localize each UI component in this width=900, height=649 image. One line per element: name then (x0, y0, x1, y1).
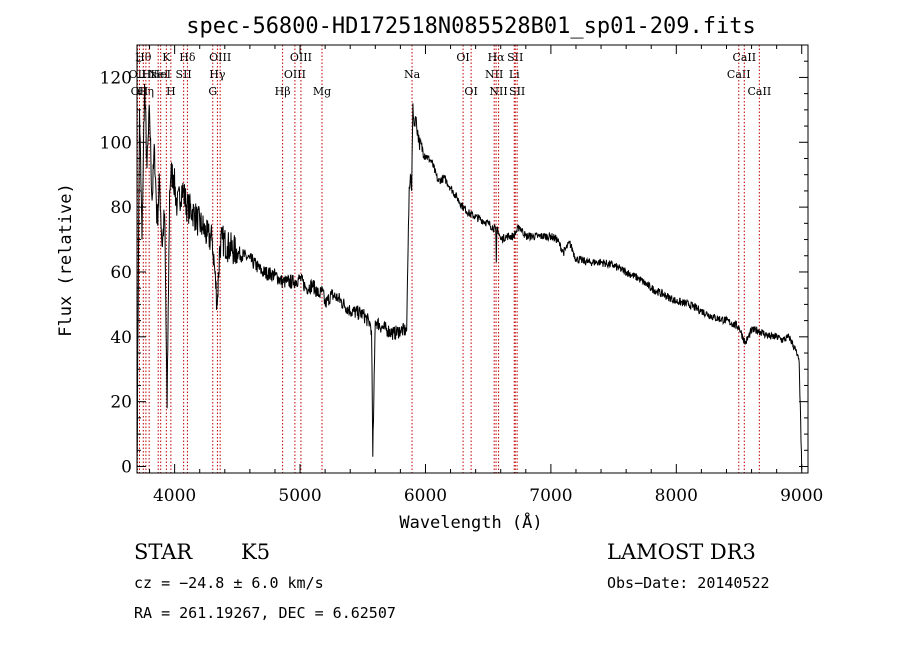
object-subclass: K5 (241, 540, 271, 564)
line-marker-label-28: CaII (732, 51, 756, 64)
x-tick-label-7000: 7000 (529, 486, 572, 506)
line-marker-label-25: SII (507, 51, 523, 64)
survey-name: LAMOST DR3 (607, 540, 756, 564)
y-tick-label-120: 120 (100, 68, 132, 88)
line-marker-label-23: NII (489, 85, 507, 98)
line-marker-label-3: Hη (138, 85, 154, 98)
x-tick-label-4000: 4000 (153, 486, 196, 506)
x-tick-label-5000: 5000 (278, 486, 321, 506)
line-marker-label-12: Hγ (209, 68, 226, 81)
line-marker-label-8: H (166, 85, 176, 98)
x-axis-label: Wavelength (Å) (399, 511, 542, 533)
y-tick-label-60: 60 (110, 263, 132, 283)
line-marker-label-15: OIII (284, 68, 306, 81)
series-group (136, 83, 803, 470)
line-marker-label-24: Li (509, 68, 520, 81)
line-marker-label-6: HeI (150, 68, 170, 81)
line-marker-label-29: CaII (748, 85, 772, 98)
line-markers: OIIOIIHθHηHεNeIHeIKHSIIHδGHγOIIIHβOIIIOI… (129, 45, 772, 473)
y-tick-label-100: 100 (100, 133, 132, 153)
chart-title: spec-56800-HD172518N085528B01_sp01-209.f… (186, 14, 756, 39)
observation-date: Obs−Date: 20140522 (607, 574, 770, 592)
line-marker-label-18: Na (404, 68, 421, 81)
y-tick-label-0: 0 (121, 458, 132, 478)
line-marker-label-20: OI (464, 85, 477, 98)
x-tick-label-6000: 6000 (404, 486, 447, 506)
line-marker-label-13: OIII (209, 51, 231, 64)
series-flux (136, 83, 803, 470)
y-axis-label: Flux (relative) (56, 183, 76, 337)
x-tick-label-8000: 8000 (655, 486, 698, 506)
line-marker-label-5: NeI (148, 68, 168, 81)
line-marker-label-16: OIII (290, 51, 312, 64)
coordinates: RA = 261.19267, DEC = 6.62507 (134, 604, 396, 622)
redshift-value: cz = −24.8 ± 6.0 km/s (134, 574, 324, 592)
line-marker-label-17: Mg (313, 85, 331, 98)
x-axis: 4000 5000 6000 7000 8000 9000 (149, 45, 823, 506)
spectrum-plot: spec-56800-HD172518N085528B01_sp01-209.f… (56, 14, 823, 533)
y-tick-label-80: 80 (110, 198, 132, 218)
x-tick-label-9000: 9000 (780, 486, 823, 506)
line-marker-label-27: CaII (727, 68, 751, 81)
line-marker-label-14: Hβ (275, 85, 291, 98)
line-marker-label-10: Hδ (179, 51, 196, 64)
plot-frame (136, 44, 809, 474)
y-tick-label-20: 20 (110, 393, 132, 413)
line-marker-label-11: G (208, 85, 217, 98)
line-marker-label-21: NII (485, 68, 503, 81)
object-class: STAR (134, 540, 193, 564)
y-tick-label-40: 40 (110, 328, 132, 348)
line-marker-label-7: K (162, 51, 171, 64)
y-axis: 0 20 40 60 80 100 120 (100, 60, 808, 478)
line-marker-label-19: OI (456, 51, 469, 64)
line-marker-label-9: SII (176, 68, 192, 81)
line-marker-label-26: SII (509, 85, 525, 98)
line-marker-label-22: Hα (488, 51, 506, 64)
